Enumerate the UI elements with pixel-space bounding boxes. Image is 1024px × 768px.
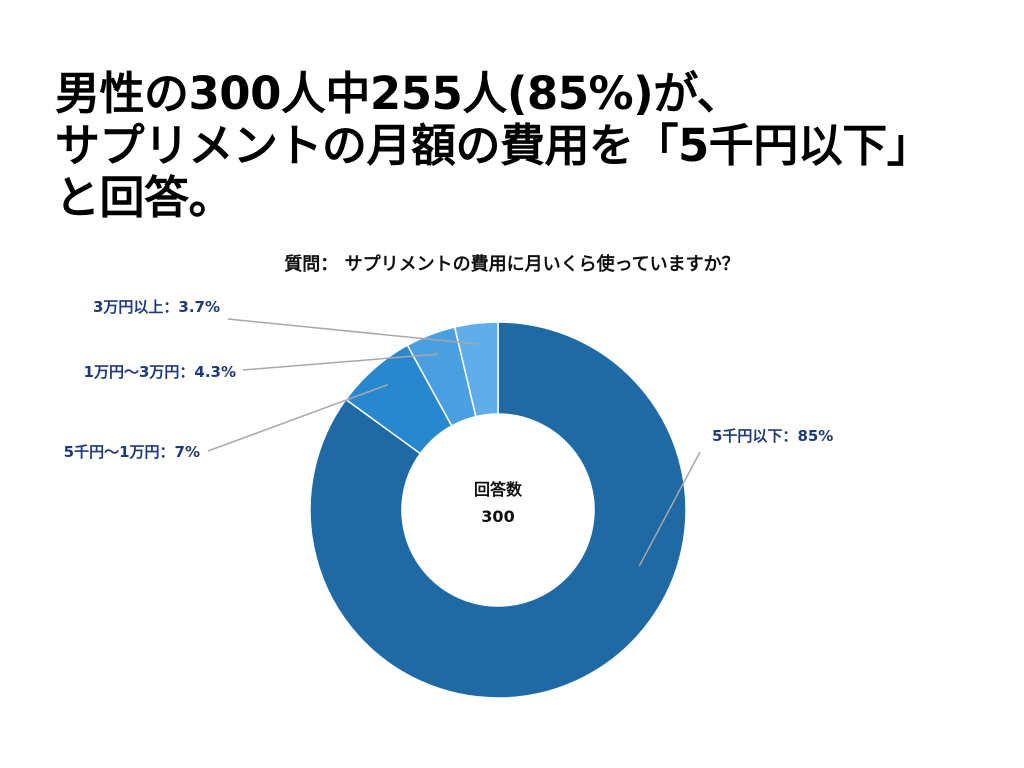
leader-line-over-30k	[227, 318, 479, 345]
center-value: 300	[481, 507, 514, 526]
donut-slices	[309, 321, 687, 699]
slice-label-over-30k: 3万円以上：3.7%	[93, 298, 220, 316]
leader-line-10k-30k	[242, 353, 439, 371]
slice-labels: 5千円以下：85% 5千円〜1万円：7% 1万円〜3万円：4.3% 3万円以上：3.7…	[64, 298, 834, 461]
headline: 男性の300人中255人(85%)が、 サプリメントの月額の費用を「5千円以下」…	[55, 68, 1015, 224]
chart-title: 質問： サプリメントの費用に月いくら使っていますか？	[284, 254, 740, 275]
leader-lines	[207, 318, 701, 567]
leader-line-5k-10k	[207, 384, 388, 452]
slice-label-under-5k: 5千円以下：85%	[712, 427, 833, 445]
slice-label-5k-10k: 5千円〜1万円：7%	[64, 443, 200, 461]
slice-label-10k-30k: 1万円〜3万円：4.3%	[84, 363, 236, 381]
donut-hole	[402, 414, 594, 606]
headline-line-3: と回答。	[55, 171, 234, 224]
headline-line-1: 男性の300人中255人(85%)が、	[55, 67, 742, 120]
headline-line-2: サプリメントの月額の費用を「5千円以下」	[55, 119, 932, 172]
center-label: 回答数	[474, 480, 523, 499]
leader-line-under-5k	[638, 451, 701, 567]
